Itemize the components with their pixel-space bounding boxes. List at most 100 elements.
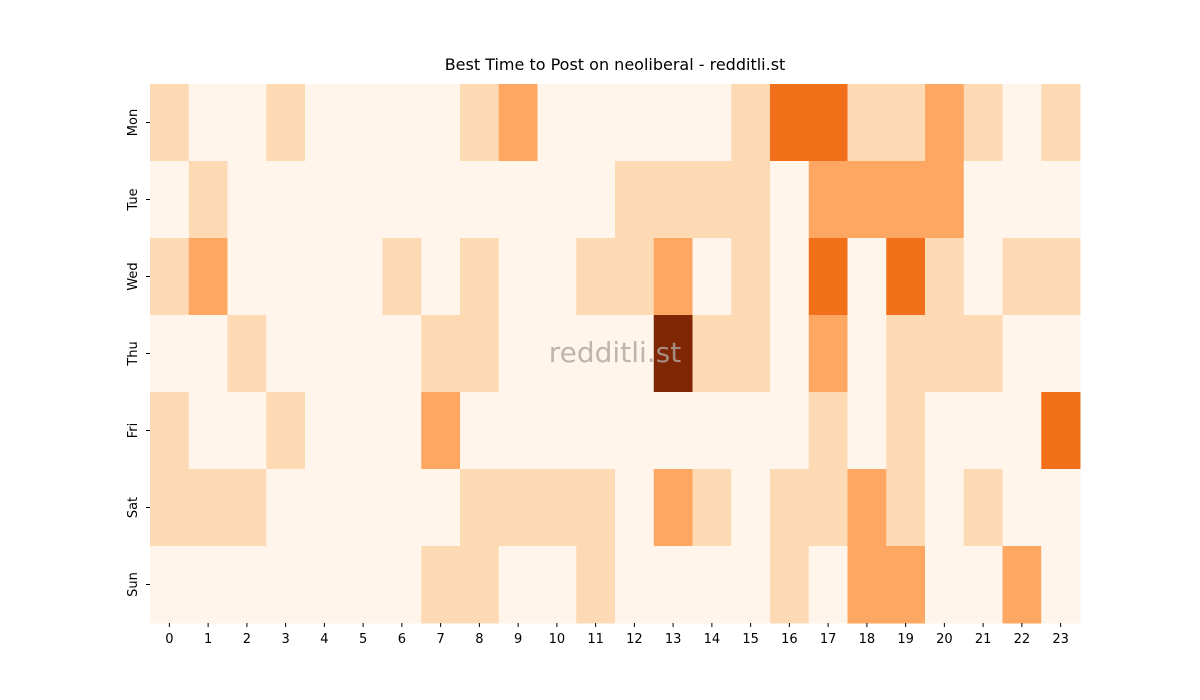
heatmap-cell bbox=[1002, 469, 1042, 547]
heatmap-cell bbox=[460, 161, 500, 239]
watermark: redditli.st bbox=[549, 336, 681, 369]
heatmap-cell bbox=[1041, 392, 1081, 470]
heatmap-cell bbox=[537, 161, 577, 239]
x-tick-label: 14 bbox=[704, 632, 721, 647]
heatmap-cell bbox=[770, 392, 810, 470]
x-tick-label: 20 bbox=[936, 632, 953, 647]
heatmap-cell bbox=[421, 238, 461, 316]
heatmap-cell bbox=[150, 392, 190, 470]
heatmap-cell bbox=[847, 469, 887, 547]
heatmap-cell bbox=[731, 84, 771, 162]
heatmap-cell bbox=[421, 84, 461, 162]
heatmap-cell bbox=[266, 161, 306, 239]
heatmap-cell bbox=[808, 546, 848, 624]
heatmap-cell bbox=[615, 84, 655, 162]
heatmap-cell bbox=[576, 315, 616, 393]
y-tick-label: Mon bbox=[126, 109, 141, 136]
heatmap-cell bbox=[188, 84, 228, 162]
heatmap-cell bbox=[615, 161, 655, 239]
heatmap-cell bbox=[653, 469, 693, 547]
x-tick-label: 5 bbox=[359, 632, 367, 647]
x-tick-label: 8 bbox=[475, 632, 483, 647]
heatmap-cell bbox=[537, 238, 577, 316]
x-tick-label: 6 bbox=[398, 632, 406, 647]
x-tick-label: 11 bbox=[587, 632, 604, 647]
x-tick-label: 15 bbox=[742, 632, 759, 647]
heatmap-cell bbox=[692, 238, 732, 316]
heatmap-cell bbox=[731, 315, 771, 393]
heatmap-cell bbox=[886, 161, 926, 239]
heatmap-cell bbox=[460, 469, 500, 547]
x-tick-label: 0 bbox=[165, 632, 173, 647]
heatmap-cell bbox=[847, 546, 887, 624]
heatmap-cell bbox=[343, 161, 383, 239]
heatmap-cell bbox=[498, 392, 538, 470]
heatmap-cell bbox=[188, 546, 228, 624]
heatmap-cell bbox=[305, 469, 345, 547]
x-tick-label: 10 bbox=[549, 632, 566, 647]
heatmap-cell bbox=[576, 238, 616, 316]
heatmap-cell bbox=[498, 469, 538, 547]
heatmap-cell bbox=[537, 315, 577, 393]
x-tick-label: 12 bbox=[626, 632, 643, 647]
heatmap-cell bbox=[1041, 315, 1081, 393]
heatmap-cell bbox=[150, 161, 190, 239]
heatmap-cell bbox=[963, 469, 1003, 547]
heatmap-cell bbox=[925, 84, 965, 162]
heatmap-cell bbox=[731, 392, 771, 470]
heatmap-cell bbox=[188, 315, 228, 393]
heatmap-cell bbox=[925, 315, 965, 393]
axes: 0 1 2 3 4 5 6 7 8 9 10 11 12 13 14 15 16 17 18 19 20 21 22 23Mo… bbox=[126, 109, 1069, 647]
heatmap-cell bbox=[227, 238, 267, 316]
heatmap-cell bbox=[886, 546, 926, 624]
heatmap-cell bbox=[421, 469, 461, 547]
heatmap-cell bbox=[305, 161, 345, 239]
heatmap-cell bbox=[1041, 469, 1081, 547]
heatmap-cell bbox=[498, 546, 538, 624]
heatmap-cell bbox=[188, 161, 228, 239]
heatmap-cell bbox=[460, 546, 500, 624]
heatmap-cell bbox=[963, 546, 1003, 624]
heatmap-cell bbox=[150, 238, 190, 316]
heatmap-cell bbox=[1002, 392, 1042, 470]
x-tick-label: 18 bbox=[859, 632, 876, 647]
x-tick-label: 4 bbox=[320, 632, 328, 647]
x-tick-label: 9 bbox=[514, 632, 522, 647]
heatmap-cell bbox=[692, 546, 732, 624]
heatmap-cell bbox=[382, 546, 422, 624]
heatmap-cell bbox=[382, 238, 422, 316]
heatmap-cell bbox=[1041, 84, 1081, 162]
heatmap-cell bbox=[731, 546, 771, 624]
x-tick-label: 13 bbox=[665, 632, 682, 647]
heatmap-cell bbox=[770, 238, 810, 316]
heatmap-cell bbox=[808, 84, 848, 162]
heatmap-cell bbox=[1002, 238, 1042, 316]
heatmap-cell bbox=[1002, 84, 1042, 162]
heatmap-cell bbox=[847, 161, 887, 239]
heatmap-cell bbox=[266, 315, 306, 393]
heatmap-cell bbox=[460, 84, 500, 162]
heatmap-cell bbox=[770, 546, 810, 624]
heatmap-cell bbox=[925, 546, 965, 624]
heatmap-cell bbox=[963, 84, 1003, 162]
heatmap-cell bbox=[460, 392, 500, 470]
heatmap-cell bbox=[731, 161, 771, 239]
heatmap-cell bbox=[150, 546, 190, 624]
heatmap-cell bbox=[963, 161, 1003, 239]
heatmap-cell bbox=[498, 84, 538, 162]
x-tick-label: 3 bbox=[281, 632, 289, 647]
heatmap-cell bbox=[227, 546, 267, 624]
heatmap-cell bbox=[731, 469, 771, 547]
heatmap-cell bbox=[460, 315, 500, 393]
heatmap-cell bbox=[421, 315, 461, 393]
heatmap-cell bbox=[653, 84, 693, 162]
heatmap-cell bbox=[266, 392, 306, 470]
x-tick-label: 19 bbox=[897, 632, 914, 647]
heatmap-cell bbox=[305, 315, 345, 393]
heatmap-cell bbox=[808, 161, 848, 239]
heatmap-cell bbox=[343, 84, 383, 162]
heatmap-cell bbox=[150, 84, 190, 162]
heatmap-cell bbox=[343, 469, 383, 547]
heatmap-cell bbox=[537, 84, 577, 162]
heatmap-cell bbox=[227, 392, 267, 470]
